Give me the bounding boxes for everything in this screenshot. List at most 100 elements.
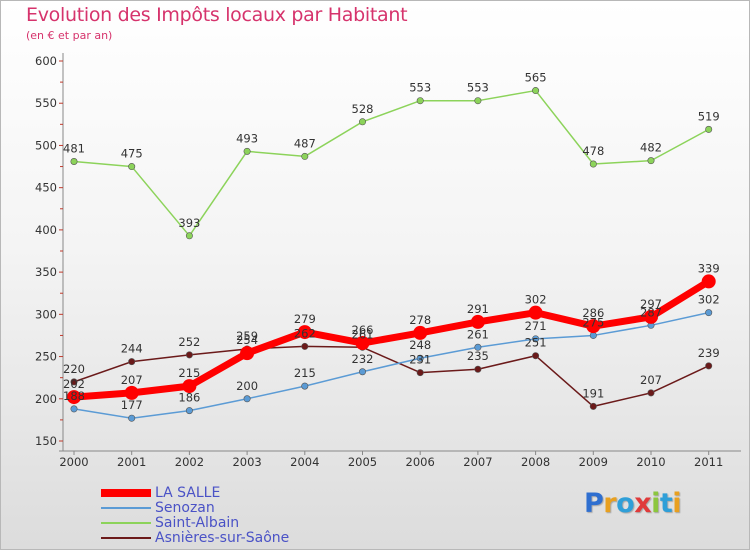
series-line <box>73 311 709 419</box>
data-label: 262 <box>294 326 316 340</box>
data-label: 478 <box>582 144 604 158</box>
data-point <box>70 157 78 165</box>
data-label: 244 <box>121 342 143 356</box>
legend: LA SALLE Senozan Saint-Albain Asnières-sur-… <box>101 486 341 546</box>
data-label: 493 <box>236 131 258 145</box>
y-tick-label: 350 <box>35 265 57 279</box>
legend-item: Senozan <box>101 501 341 516</box>
data-point <box>185 407 193 415</box>
series-line <box>73 89 710 237</box>
data-point <box>586 319 601 334</box>
data-label: 235 <box>467 349 489 363</box>
data-point <box>240 346 255 361</box>
y-tick-label: 550 <box>35 96 57 110</box>
data-label: 279 <box>294 312 316 326</box>
data-label: 254 <box>236 333 258 347</box>
data-label: 252 <box>178 335 200 349</box>
data-point <box>705 362 713 370</box>
data-label: 271 <box>525 319 547 333</box>
data-point <box>705 125 713 133</box>
data-point <box>474 365 482 373</box>
data-point <box>474 97 482 105</box>
x-tick-label: 2005 <box>348 455 377 469</box>
data-label: 519 <box>698 109 720 123</box>
data-label: 261 <box>352 327 374 341</box>
logo-letter: r <box>603 488 617 519</box>
x-tick-label: 2001 <box>117 455 146 469</box>
data-label: 215 <box>178 366 200 380</box>
logo-letter: i <box>651 488 660 519</box>
data-point <box>589 402 597 410</box>
logo-letter: i <box>672 488 682 519</box>
y-tick-label: 150 <box>35 434 57 448</box>
data-point <box>124 385 139 400</box>
data-label: 239 <box>698 346 720 360</box>
x-tick-label: 2004 <box>290 455 319 469</box>
data-point <box>185 351 193 359</box>
data-label: 266 <box>352 323 374 337</box>
data-point <box>301 382 309 390</box>
data-point <box>589 331 597 339</box>
data-point <box>301 152 309 160</box>
data-label: 291 <box>467 302 489 316</box>
chart-title: Evolution des Impôts locaux par Habitant <box>26 4 408 26</box>
x-tick-label: 2009 <box>579 455 608 469</box>
data-label: 481 <box>63 141 85 155</box>
legend-label: Asnières-sur-Saône <box>155 530 290 546</box>
data-label: 251 <box>525 336 547 350</box>
data-label: 475 <box>121 147 143 161</box>
data-point <box>355 336 370 351</box>
proxiti-logo: Proxiti <box>584 488 682 519</box>
data-point <box>589 160 597 168</box>
data-point <box>413 325 428 340</box>
data-label: 191 <box>582 386 604 400</box>
legend-swatch <box>101 537 151 539</box>
data-point <box>416 97 424 105</box>
y-tick-label: 500 <box>35 138 57 152</box>
x-tick-label: 2006 <box>406 455 435 469</box>
x-tick-label: 2011 <box>694 455 723 469</box>
data-point <box>474 343 482 351</box>
y-tick-label: 300 <box>35 307 57 321</box>
x-tick-label: 2010 <box>636 455 665 469</box>
data-label: 565 <box>525 71 547 85</box>
legend-label: Saint-Albain <box>155 515 240 531</box>
data-label: 482 <box>640 141 662 155</box>
logo-letter: P <box>584 488 604 519</box>
legend-label: LA SALLE <box>155 485 221 501</box>
series-line <box>73 345 710 408</box>
data-point <box>70 405 78 413</box>
series-line <box>73 278 711 401</box>
data-label: 302 <box>525 293 547 307</box>
legend-swatch <box>101 489 151 497</box>
x-tick-label: 2002 <box>175 455 204 469</box>
data-label: 248 <box>409 338 431 352</box>
data-label: 302 <box>698 293 720 307</box>
legend-swatch <box>101 522 151 524</box>
data-label: 188 <box>63 389 85 403</box>
data-label: 261 <box>467 327 489 341</box>
data-label: 259 <box>236 329 258 343</box>
data-point <box>701 274 716 289</box>
chart-subtitle: (en € et par an) <box>26 29 113 42</box>
data-label: 553 <box>467 81 489 95</box>
data-point <box>647 389 655 397</box>
data-point <box>243 395 251 403</box>
data-point <box>416 354 424 362</box>
data-point <box>358 368 366 376</box>
data-label: 202 <box>63 377 85 391</box>
data-label: 186 <box>178 391 200 405</box>
data-label: 215 <box>294 366 316 380</box>
data-point <box>644 309 658 324</box>
y-tick-label: 450 <box>35 181 57 195</box>
data-point <box>128 414 136 422</box>
data-point <box>297 325 312 340</box>
data-label: 220 <box>63 362 85 376</box>
data-point <box>301 342 309 350</box>
data-point <box>128 358 136 366</box>
y-tick-label: 250 <box>35 350 57 364</box>
legend-item: Asnières-sur-Saône <box>101 531 341 546</box>
data-point <box>532 87 540 95</box>
data-label: 177 <box>121 398 143 412</box>
